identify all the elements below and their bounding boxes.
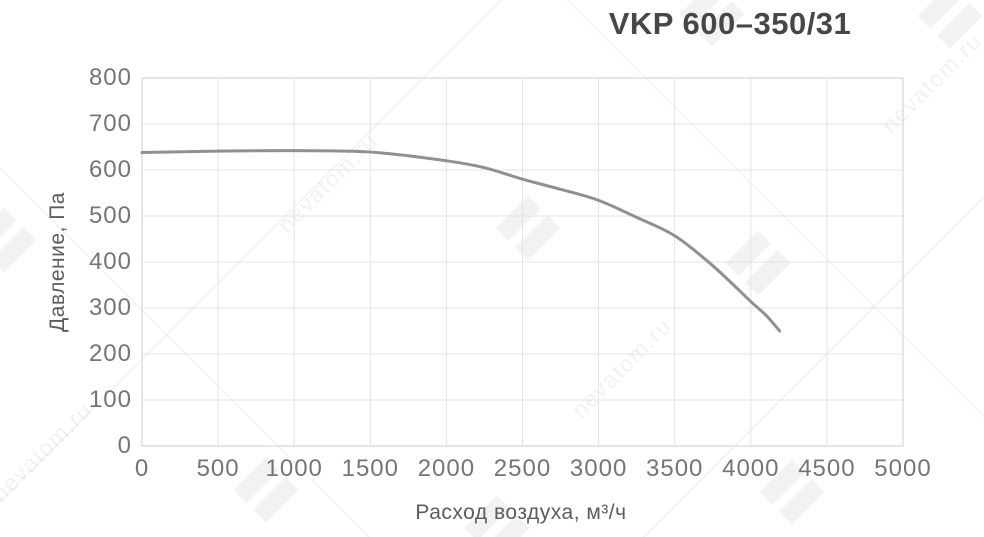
y-axis-title: Давление, Па	[46, 192, 69, 332]
chart-title: VKP 600–350/31	[608, 6, 852, 41]
x-axis-title: Расход воздуха, м³/ч	[415, 501, 627, 524]
pressure-curve	[140, 149, 782, 333]
plot-border	[141, 77, 904, 447]
